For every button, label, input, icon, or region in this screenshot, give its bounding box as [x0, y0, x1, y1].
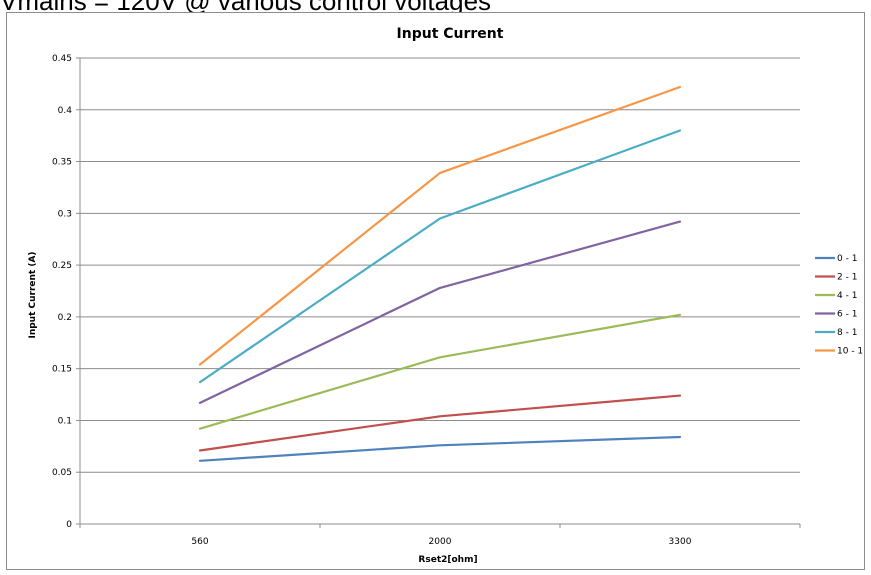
series-line-3: [198, 313, 682, 430]
series-line-5: [198, 129, 682, 384]
y-tick-label: 0.05: [52, 468, 72, 478]
y-tick-label: 0.45: [52, 54, 72, 64]
y-tick-label: 0.15: [52, 365, 72, 375]
series-line-2: [198, 394, 682, 452]
chart-title: Input Current: [397, 26, 504, 42]
y-tick-label: 0.4: [58, 106, 73, 116]
legend-label: 4 - 1: [837, 291, 857, 301]
series-layer: [198, 85, 682, 462]
x-axis-label: Rset2[ohm]: [418, 555, 477, 565]
legend-label: 8 - 1: [837, 328, 857, 338]
y-tick-label: 0.25: [52, 261, 72, 271]
x-tick-label: 3300: [669, 537, 692, 547]
y-tick-label: 0: [66, 520, 72, 530]
series-line-6: [198, 85, 682, 366]
legend-label: 10 - 1: [837, 347, 863, 357]
y-axis-label: Input Current (A): [28, 251, 38, 338]
series-line-4: [198, 220, 682, 404]
y-tick-label: 0.35: [52, 158, 72, 168]
legend: 0 - 1 2 - 1 4 - 1 6 - 1 8 - 1 10 - 1: [815, 254, 863, 357]
series-line-1: [198, 435, 682, 462]
y-tick-label: 0.2: [58, 313, 72, 323]
y-tick-label: 0.3: [58, 209, 72, 219]
grid-layer: [80, 57, 800, 473]
legend-label: 6 - 1: [837, 310, 857, 320]
legend-label: 0 - 1: [837, 254, 857, 264]
y-tick-label: 0.1: [58, 416, 72, 426]
legend-label: 2 - 1: [837, 273, 857, 283]
x-tick-label: 2000: [429, 537, 452, 547]
axis-layer: 0 0.05 0.1 0.15 0.2 0.25 0.3 0.35 0.4 0.45 560 2000…: [52, 54, 801, 547]
x-tick-label: 560: [191, 537, 208, 547]
